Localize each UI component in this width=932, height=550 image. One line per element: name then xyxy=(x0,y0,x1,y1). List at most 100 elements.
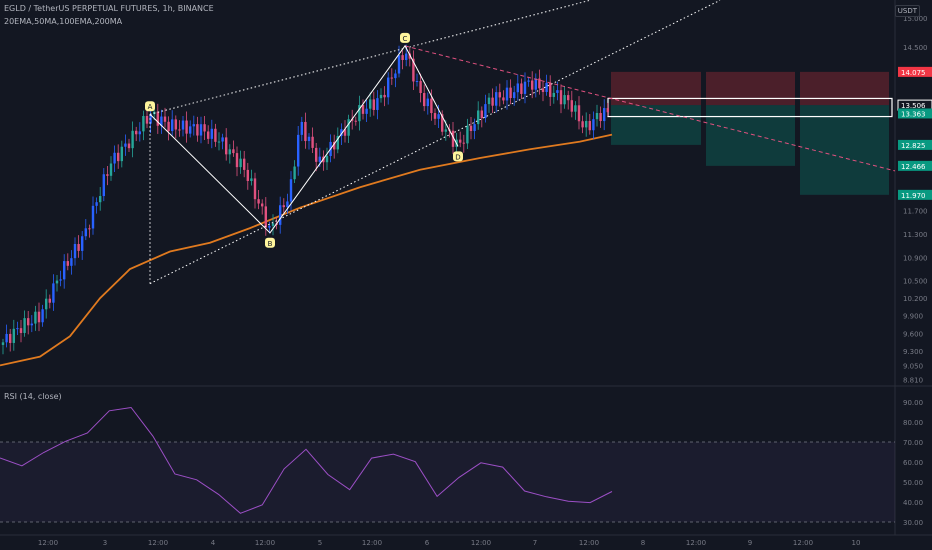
price-tick-2: 14.075 xyxy=(901,69,926,77)
chart-title: EGLD / TetherUS PERPETUAL FUTURES, 1h, B… xyxy=(4,4,214,13)
candle-body-23 xyxy=(84,228,87,237)
price-tick-9: 11.300 xyxy=(903,231,928,239)
candle-body-78 xyxy=(282,205,285,208)
candle-body-121 xyxy=(437,114,440,119)
price-tick-14: 9.600 xyxy=(903,330,923,338)
candle-body-90 xyxy=(325,156,329,163)
candle-body-109 xyxy=(394,73,397,79)
candle-body-49 xyxy=(178,129,181,131)
candle-body-164 xyxy=(592,119,595,131)
candle-body-73 xyxy=(264,206,267,228)
candle-body-116 xyxy=(419,81,422,94)
candle-body-103 xyxy=(372,99,375,110)
candle-body-146 xyxy=(527,80,530,82)
time-tick-6: 12:00 xyxy=(362,539,382,547)
price-tick-8: 11.700 xyxy=(903,208,928,216)
candle-body-51 xyxy=(185,120,188,134)
point-label-a: A xyxy=(148,103,153,111)
candle-body-160 xyxy=(577,105,581,122)
candle-body-108 xyxy=(390,77,393,79)
candle-body-54 xyxy=(196,124,199,136)
price-tick-7: 11.970 xyxy=(901,192,926,200)
candle-body-140 xyxy=(505,87,509,101)
candle-body-7 xyxy=(27,318,30,326)
candle-body-105 xyxy=(379,94,383,99)
time-tick-10: 12:00 xyxy=(579,539,599,547)
price-tick-12: 10.200 xyxy=(903,295,928,303)
rsi-tick-6: 30.00 xyxy=(903,519,923,527)
time-tick-13: 9 xyxy=(748,539,752,547)
candle-body-143 xyxy=(516,83,519,93)
candle-body-28 xyxy=(102,174,105,197)
time-tick-4: 12:00 xyxy=(255,539,275,547)
candle-body-118 xyxy=(426,98,429,107)
point-label-c: C xyxy=(403,35,408,43)
candle-body-136 xyxy=(491,97,494,106)
candle-body-155 xyxy=(559,90,563,105)
candle-body-16 xyxy=(59,279,62,281)
candle-body-95 xyxy=(343,129,347,136)
candle-body-113 xyxy=(408,53,411,59)
candle-body-144 xyxy=(520,83,523,94)
candle-body-157 xyxy=(567,95,570,101)
candle-body-30 xyxy=(109,163,113,176)
candle-body-3 xyxy=(12,328,15,343)
candle-body-112 xyxy=(405,53,408,60)
currency-badge[interactable]: USDT xyxy=(894,5,920,17)
candle-body-85 xyxy=(307,136,311,142)
candle-body-161 xyxy=(581,121,584,128)
candle-body-10 xyxy=(37,311,41,323)
candle-body-9 xyxy=(34,311,37,324)
candle-body-18 xyxy=(66,261,69,266)
point-marker-b xyxy=(265,237,275,248)
time-tick-14: 12:00 xyxy=(793,539,813,547)
time-tick-7: 6 xyxy=(425,539,430,547)
candle-body-117 xyxy=(423,93,426,107)
candle-body-97 xyxy=(351,119,354,121)
candle-body-93 xyxy=(336,135,339,150)
time-tick-11: 8 xyxy=(641,539,645,547)
candle-body-47 xyxy=(171,119,174,132)
candle-body-70 xyxy=(253,178,257,200)
price-tick-17: 8.810 xyxy=(903,376,923,384)
candle-body-21 xyxy=(77,244,80,251)
candle-body-6 xyxy=(23,318,26,333)
candle-body-29 xyxy=(106,174,109,176)
candle-body-38 xyxy=(138,131,141,135)
candle-body-65 xyxy=(235,153,239,168)
candle-body-154 xyxy=(556,90,559,93)
candle-body-48 xyxy=(174,119,177,130)
candle-body-153 xyxy=(552,92,555,97)
moving-average-line xyxy=(0,133,613,367)
candle-body-162 xyxy=(585,121,588,128)
time-tick-15: 10 xyxy=(852,539,861,547)
candle-body-99 xyxy=(358,105,361,122)
candle-body-119 xyxy=(430,98,433,114)
candle-body-106 xyxy=(383,94,386,98)
candle-body-120 xyxy=(433,113,437,119)
candle-body-27 xyxy=(99,196,102,203)
candle-body-22 xyxy=(81,236,84,251)
candle-body-151 xyxy=(545,82,548,92)
candle-body-15 xyxy=(55,280,59,284)
candle-body-111 xyxy=(401,55,404,60)
candle-body-64 xyxy=(232,149,235,154)
candle-body-12 xyxy=(45,298,48,310)
stop-zone-2 xyxy=(800,71,889,106)
time-tick-1: 3 xyxy=(103,539,107,547)
candle-body-58 xyxy=(210,128,213,139)
candle-body-159 xyxy=(574,105,577,112)
price-tick-1: 14.500 xyxy=(903,44,928,52)
price-tick-10: 10.900 xyxy=(903,254,928,262)
candle-body-57 xyxy=(207,131,210,139)
candle-body-60 xyxy=(217,141,221,143)
candle-body-72 xyxy=(261,203,264,207)
abcd-pattern-line xyxy=(149,44,459,234)
price-tick-3: 13.506 xyxy=(901,102,926,110)
price-tick-0: 15.000 xyxy=(903,15,928,23)
candle-body-35 xyxy=(127,143,131,149)
candle-body-104 xyxy=(376,98,379,110)
candle-body-61 xyxy=(221,137,224,142)
price-tick-6: 12.466 xyxy=(901,163,926,171)
